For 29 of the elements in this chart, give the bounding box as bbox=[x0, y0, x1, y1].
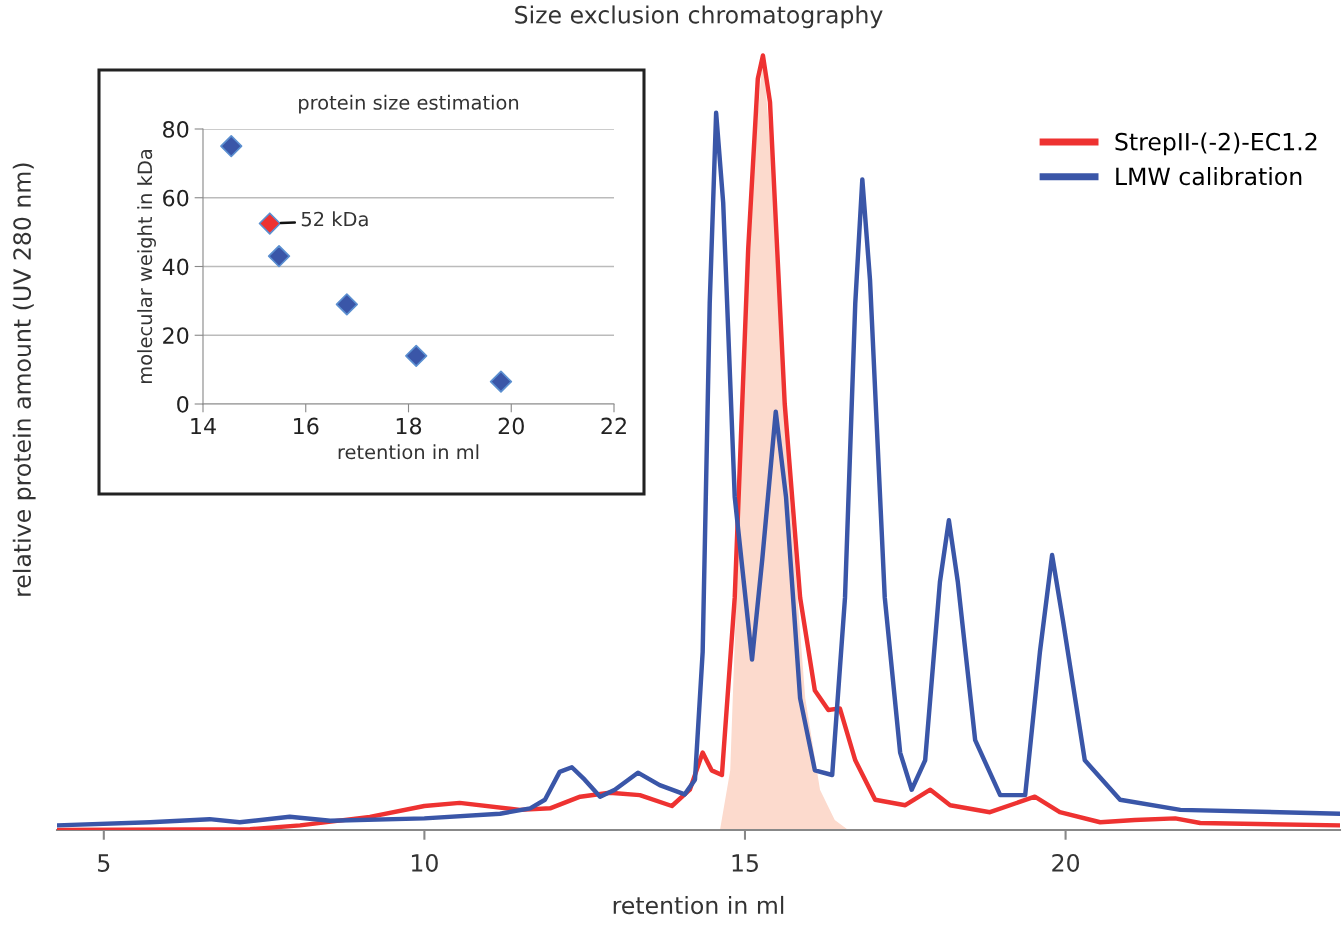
point bbox=[220, 135, 243, 158]
legend-label: StrepII-(-2)-EC1.2 bbox=[1115, 132, 1317, 156]
x-tick-label: 15 bbox=[732, 854, 758, 872]
y-tick-label: 60 bbox=[163, 189, 189, 207]
y-tick-label: 40 bbox=[162, 258, 189, 276]
y-tick-label: 20 bbox=[163, 327, 189, 345]
x-tick-label: 20 bbox=[498, 417, 524, 435]
chart-title: Size exclusion chromatography bbox=[515, 5, 883, 29]
x-tick-label: 22 bbox=[601, 417, 626, 435]
legend-label: LMW calibration bbox=[1116, 167, 1302, 186]
y-axis-title: relative protein amount (UV 280 nm) bbox=[12, 163, 36, 596]
chart-title: protein size estimation bbox=[299, 94, 519, 114]
x-tick-label: 14 bbox=[191, 417, 216, 435]
y-axis-title: molecular weight in kDa bbox=[137, 150, 156, 383]
x-tick-label: 10 bbox=[411, 854, 438, 872]
point bbox=[267, 245, 291, 268]
x-axis-title: retention in ml bbox=[613, 895, 784, 915]
point bbox=[489, 370, 513, 393]
point bbox=[405, 344, 428, 368]
x-tick-label: 18 bbox=[396, 417, 422, 435]
x-tick-label: 20 bbox=[1052, 854, 1080, 872]
x-tick-label: 16 bbox=[294, 417, 319, 435]
y-tick-label: 80 bbox=[163, 120, 189, 138]
x-axis-title: retention in ml bbox=[338, 444, 479, 460]
y-tick-label: 0 bbox=[177, 395, 189, 413]
annotation: 52 kDa bbox=[301, 211, 368, 227]
point bbox=[335, 293, 358, 316]
point bbox=[258, 212, 281, 235]
x-tick-label: 5 bbox=[98, 854, 110, 872]
